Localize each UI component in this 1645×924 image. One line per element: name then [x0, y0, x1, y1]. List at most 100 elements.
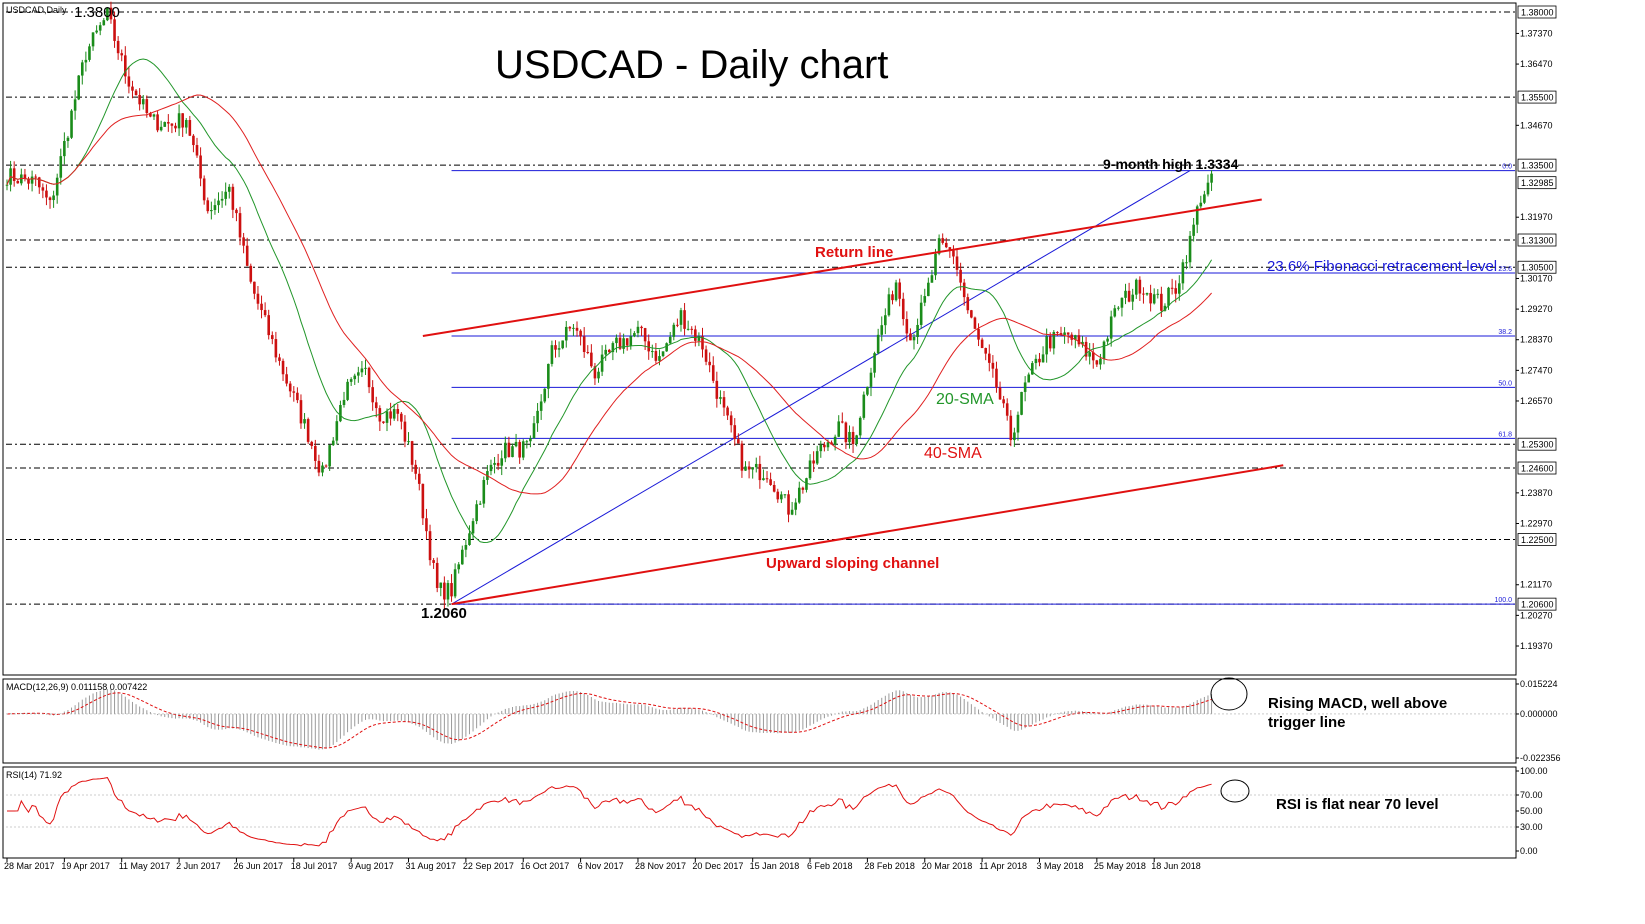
- candle-body: [704, 349, 708, 362]
- candle-body: [970, 310, 973, 318]
- candle-body: [30, 176, 34, 184]
- candle-body: [364, 367, 367, 369]
- rsi-label: RSI(14) 71.92: [6, 770, 62, 780]
- price-tick-label: 1.28370: [1520, 335, 1553, 345]
- candle-body: [1113, 308, 1117, 317]
- date-tick-label: 26 Jun 2017: [233, 861, 283, 871]
- candle-body: [586, 351, 590, 353]
- candle-body: [1031, 363, 1034, 375]
- candle-body: [640, 326, 643, 329]
- annotation-40-sma: 40-SMA: [924, 445, 982, 462]
- candle-body: [941, 238, 944, 243]
- price-level-box: [1517, 260, 1557, 274]
- candle-body: [263, 310, 267, 316]
- price-level-box: [1517, 461, 1557, 475]
- candle-body: [726, 407, 729, 416]
- candle-body: [482, 479, 486, 504]
- macd-tick-label: 0.000000: [1520, 709, 1558, 719]
- candle-body: [131, 86, 134, 91]
- candle-body: [489, 464, 493, 472]
- candle-body: [453, 569, 457, 597]
- candle-body: [70, 110, 73, 138]
- candle-body: [643, 328, 647, 342]
- candle-body: [145, 99, 149, 114]
- candle-body: [270, 335, 274, 340]
- candlesticks: [5, 1, 1213, 609]
- candle-body: [324, 465, 328, 467]
- channel-lower-line: [451, 464, 1284, 606]
- candle-body: [934, 253, 937, 276]
- candle-body: [841, 421, 844, 423]
- candle-body: [708, 361, 711, 366]
- date-tick-label: 2 Jun 2017: [176, 861, 221, 871]
- candle-body: [658, 356, 661, 361]
- price-tick-label: 1.30170: [1520, 273, 1553, 283]
- candle-body: [980, 339, 984, 349]
- candle-body: [152, 114, 156, 117]
- candle-body: [34, 176, 37, 178]
- candle-body: [335, 421, 339, 441]
- date-tick-label: 16 Oct 2017: [520, 861, 569, 871]
- candle-body: [1206, 182, 1210, 195]
- candle-body: [292, 391, 296, 393]
- candle-body: [697, 336, 701, 341]
- fib-level-label: 38.2: [1498, 329, 1512, 336]
- candle-body: [590, 352, 593, 367]
- candle-body: [468, 533, 471, 545]
- candle-body: [611, 343, 615, 353]
- candle-body: [1109, 316, 1113, 339]
- candle-body: [260, 303, 263, 311]
- candle-body: [597, 371, 600, 379]
- candle-body: [256, 293, 260, 304]
- candle-body: [848, 431, 851, 443]
- panel-frames: [2, 2, 1517, 859]
- candle-body: [238, 213, 242, 238]
- price-tick-label: 1.23870: [1520, 488, 1553, 498]
- candle-body: [421, 483, 425, 519]
- moving-averages: [6, 58, 1213, 544]
- price-tick-label: 1.20270: [1520, 610, 1553, 620]
- candle-body: [1005, 403, 1009, 416]
- candle-body: [561, 340, 564, 349]
- annotation-20-sma: 20-SMA: [936, 391, 994, 408]
- candle-body: [242, 237, 245, 246]
- candle-body: [16, 180, 20, 184]
- candle-body: [633, 333, 636, 337]
- candle-body: [790, 509, 794, 515]
- candle-body: [622, 338, 625, 349]
- price-level-box: [1517, 233, 1557, 247]
- price-level-label: 1.20600: [1521, 600, 1554, 610]
- candle-body: [1088, 352, 1091, 357]
- candle-body: [1027, 374, 1031, 383]
- candle-body: [77, 75, 80, 100]
- candle-body: [281, 360, 285, 375]
- candle-body: [1056, 332, 1059, 334]
- horizontal-levels: [6, 11, 1515, 605]
- price-tick-label: 1.31970: [1520, 212, 1553, 222]
- price-level-box: [1517, 533, 1557, 546]
- candle-body: [636, 326, 640, 334]
- candle-body: [349, 379, 353, 382]
- candle-body: [396, 409, 400, 414]
- candle-body: [837, 421, 841, 437]
- candle-body: [973, 317, 977, 329]
- candle-body: [1002, 399, 1005, 404]
- candle-body: [805, 478, 808, 490]
- annotation-low: 1.2060: [421, 605, 467, 622]
- candle-body: [213, 205, 217, 211]
- candle-body: [754, 463, 758, 468]
- candle-body: [88, 46, 91, 60]
- candle-body: [758, 463, 762, 481]
- candle-body: [138, 95, 141, 105]
- fib-level-label: 61.8: [1498, 431, 1512, 438]
- candle-body: [844, 422, 848, 443]
- candle-body: [884, 315, 887, 326]
- candle-body: [1074, 335, 1077, 340]
- candle-body: [188, 120, 192, 136]
- candle-body: [575, 327, 579, 331]
- candle-body: [690, 328, 694, 330]
- candle-body: [955, 256, 959, 270]
- rsi-tick-label: 0.00: [1520, 846, 1538, 856]
- macd-panel: 0.015224 0.000000 -0.022356: [6, 679, 1561, 763]
- candle-body: [163, 122, 167, 127]
